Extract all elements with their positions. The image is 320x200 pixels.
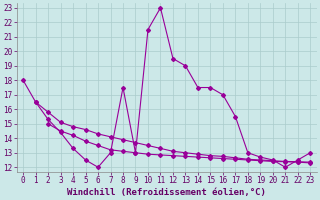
- X-axis label: Windchill (Refroidissement éolien,°C): Windchill (Refroidissement éolien,°C): [67, 188, 266, 197]
